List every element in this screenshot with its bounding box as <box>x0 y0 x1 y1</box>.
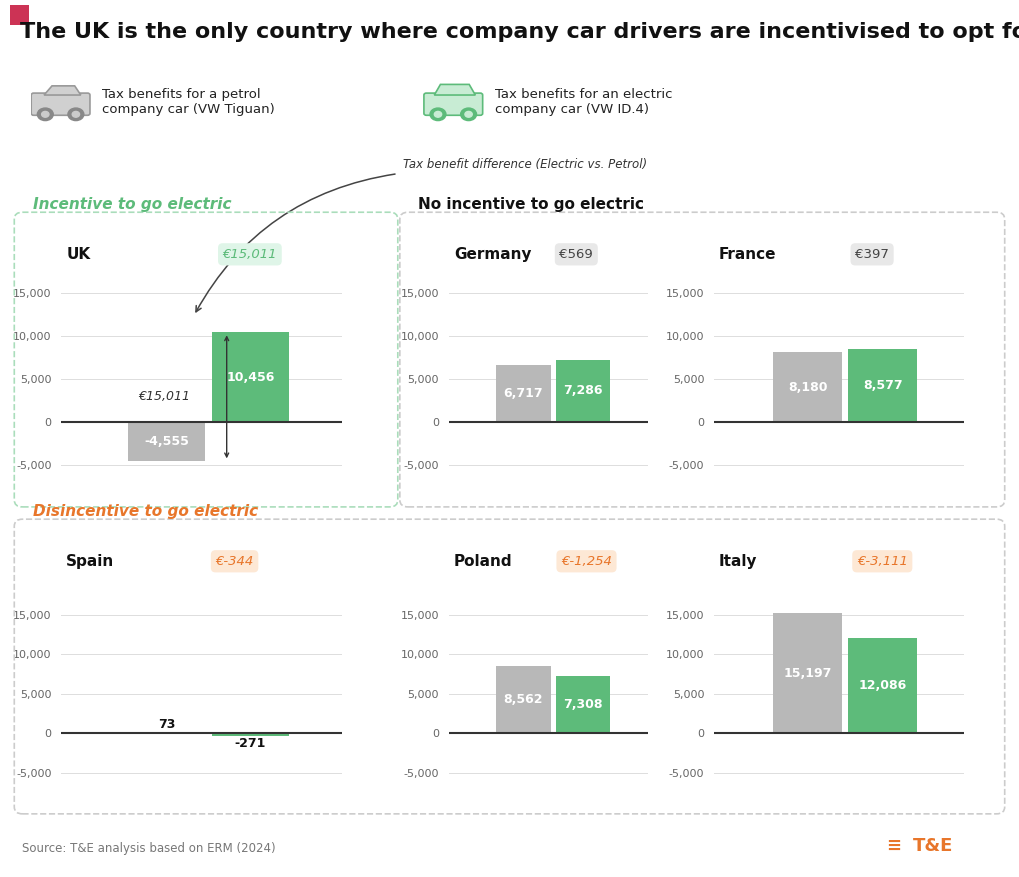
Text: T&E: T&E <box>912 837 953 855</box>
Bar <box>127 422 205 461</box>
Bar <box>495 365 550 422</box>
Text: UK: UK <box>66 246 91 262</box>
Circle shape <box>461 108 476 121</box>
Text: €15,011: €15,011 <box>222 248 277 260</box>
Polygon shape <box>434 84 475 95</box>
Bar <box>555 360 609 422</box>
Bar <box>772 352 842 422</box>
Bar <box>212 332 288 422</box>
Polygon shape <box>44 86 81 95</box>
Bar <box>848 638 916 733</box>
Text: Spain: Spain <box>66 553 114 569</box>
Text: ≡: ≡ <box>887 837 908 855</box>
FancyBboxPatch shape <box>32 93 90 115</box>
Text: The UK is the only country where company car drivers are incentivised to opt for: The UK is the only country where company… <box>20 22 1019 42</box>
Text: €-3,111: €-3,111 <box>856 555 907 567</box>
Text: -271: -271 <box>234 738 266 750</box>
Text: €569: €569 <box>558 248 593 260</box>
Circle shape <box>434 111 441 118</box>
Text: 7,286: 7,286 <box>562 384 602 397</box>
Circle shape <box>72 111 79 118</box>
Circle shape <box>38 108 53 121</box>
Text: €-344: €-344 <box>215 555 254 567</box>
Bar <box>495 666 550 733</box>
Text: Poland: Poland <box>453 553 512 569</box>
Text: €397: €397 <box>854 248 889 260</box>
Text: 73: 73 <box>158 718 175 731</box>
Text: Incentive to go electric: Incentive to go electric <box>33 197 231 212</box>
Text: 10,456: 10,456 <box>226 371 274 384</box>
Circle shape <box>68 108 84 121</box>
Text: €15,011: €15,011 <box>139 390 191 403</box>
Text: -4,555: -4,555 <box>144 435 189 448</box>
Bar <box>555 675 609 733</box>
Text: Source: T&E analysis based on ERM (2024): Source: T&E analysis based on ERM (2024) <box>22 842 276 855</box>
Text: 8,180: 8,180 <box>788 381 826 394</box>
Circle shape <box>465 111 472 118</box>
Text: 12,086: 12,086 <box>858 679 906 692</box>
Text: Disincentive to go electric: Disincentive to go electric <box>33 504 258 519</box>
Bar <box>848 348 916 422</box>
Text: Germany: Germany <box>453 246 531 262</box>
Circle shape <box>42 111 49 118</box>
Text: 7,308: 7,308 <box>562 698 602 711</box>
Text: €-1,254: €-1,254 <box>560 555 611 567</box>
Text: Tax benefits for an electric
company car (VW ID.4): Tax benefits for an electric company car… <box>494 88 672 116</box>
Text: 15,197: 15,197 <box>783 667 832 680</box>
Text: Tax benefit difference (Electric vs. Petrol): Tax benefit difference (Electric vs. Pet… <box>403 158 646 171</box>
Text: Italy: Italy <box>718 553 757 569</box>
Text: 8,577: 8,577 <box>862 379 902 392</box>
Text: 6,717: 6,717 <box>503 387 543 400</box>
Bar <box>772 613 842 733</box>
Text: France: France <box>718 246 775 262</box>
FancyBboxPatch shape <box>424 93 482 115</box>
Text: Tax benefits for a petrol
company car (VW Tiguan): Tax benefits for a petrol company car (V… <box>102 88 274 116</box>
Bar <box>212 733 288 736</box>
Circle shape <box>430 108 445 121</box>
Text: No incentive to go electric: No incentive to go electric <box>418 197 644 212</box>
Text: 8,562: 8,562 <box>503 693 542 706</box>
